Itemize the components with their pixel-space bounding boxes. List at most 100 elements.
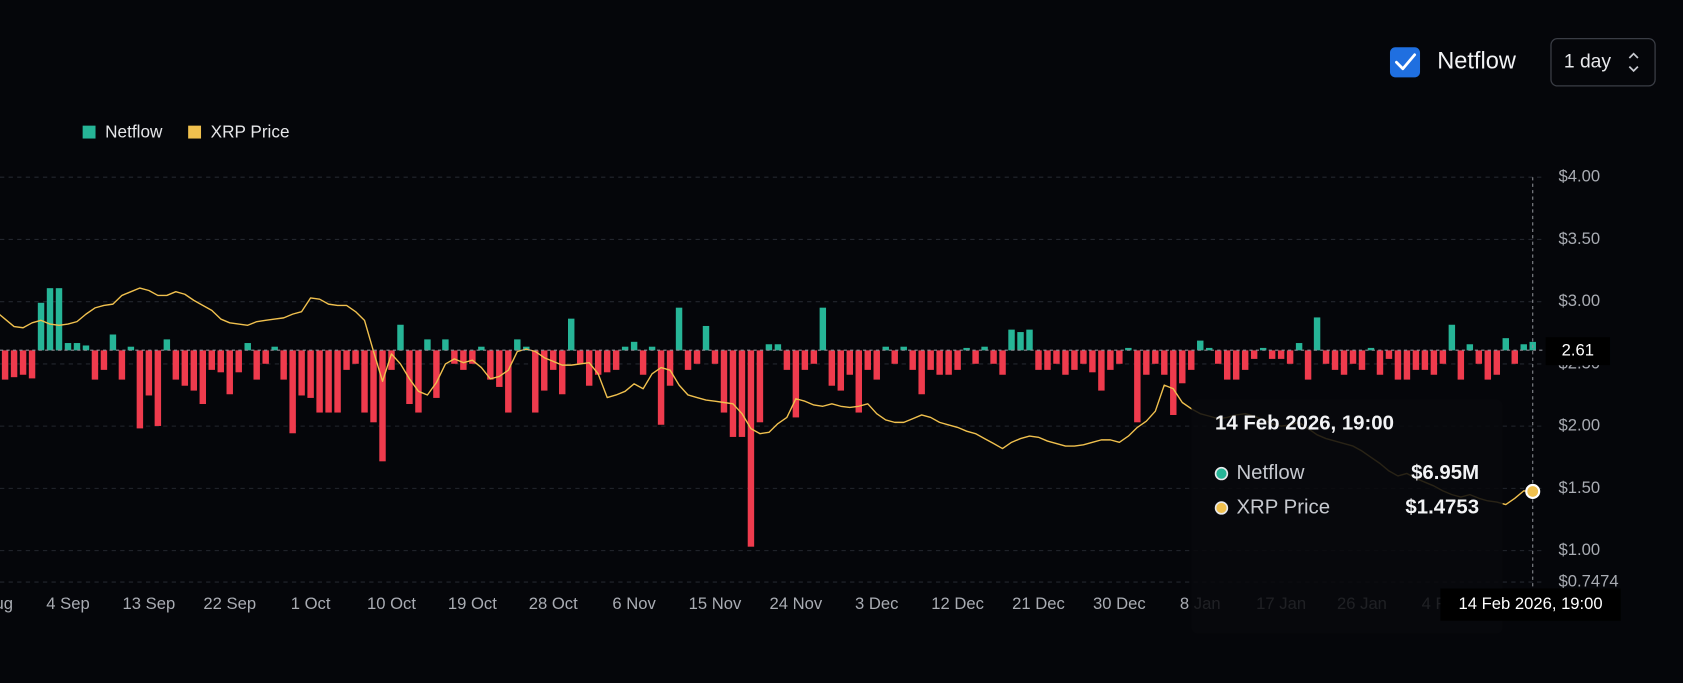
crosshair-x-label: 14 Feb 2026, 19:00 — [1459, 594, 1603, 613]
crosshair-y-label-box — [1545, 337, 1611, 366]
netflow-bar — [460, 350, 467, 370]
netflow-bar — [711, 350, 719, 364]
netflow-bar — [765, 344, 773, 351]
netflow-bar — [1232, 350, 1240, 380]
netflow-bar — [837, 350, 845, 391]
netflow-bar — [253, 350, 260, 380]
netflow-bar — [424, 339, 431, 351]
netflow-bar — [1017, 332, 1024, 351]
netflow-bar — [873, 350, 880, 380]
netflow-bar — [397, 324, 404, 351]
netflow-bar — [235, 350, 242, 373]
netflow-bar — [127, 346, 135, 351]
interval-select[interactable]: 1 day — [1550, 38, 1656, 87]
netflow-bar — [846, 350, 854, 375]
netflow-bar — [900, 346, 907, 351]
netflow-bar — [576, 350, 584, 364]
netflow-bar — [1107, 350, 1114, 370]
netflow-bar — [118, 350, 126, 380]
netflow-bar — [792, 350, 800, 418]
netflow-bar — [1035, 350, 1042, 370]
netflow-bar — [1403, 350, 1411, 380]
netflow-bar — [226, 350, 233, 395]
netflow-bar — [163, 339, 171, 351]
netflow-bar — [621, 346, 629, 351]
netflow-bar — [487, 350, 494, 380]
netflow-bar — [262, 350, 269, 364]
netflow-bar — [936, 350, 943, 375]
netflow-bar — [100, 350, 108, 370]
netflow-bar — [567, 318, 575, 351]
netflow-bar — [208, 350, 215, 370]
x-tick-label: 12 Dec — [931, 594, 984, 613]
netflow-bar — [1484, 350, 1492, 380]
netflow-bar — [1089, 350, 1096, 373]
netflow-bar — [82, 345, 90, 351]
netflow-bar — [1188, 350, 1195, 370]
netflow-bar — [496, 350, 503, 387]
netflow-bar — [1367, 347, 1375, 351]
netflow-bar — [136, 350, 144, 429]
tooltip-value: $6.95M — [1411, 462, 1479, 484]
netflow-bar — [37, 302, 45, 351]
x-tick-label: 28 Oct — [529, 594, 578, 613]
netflow-bar — [28, 350, 36, 379]
tooltip-series-name: Netflow — [1236, 462, 1304, 484]
netflow-bar — [1376, 350, 1384, 375]
y-tick-label: $3.50 — [1558, 229, 1600, 248]
netflow-bar — [963, 347, 970, 351]
netflow-bar — [19, 350, 27, 375]
netflow-bar — [1214, 350, 1222, 364]
legend-swatch — [82, 125, 96, 139]
y-tick-label: $1.50 — [1558, 478, 1600, 497]
netflow-bar — [1026, 329, 1033, 351]
tooltip-dot — [1214, 466, 1229, 481]
netflow-bar — [370, 350, 377, 423]
netflow-bar — [738, 350, 746, 437]
netflow-bar — [244, 343, 251, 351]
netflow-bar — [747, 350, 755, 547]
netflow-bar — [675, 307, 683, 351]
netflow-bar — [1143, 350, 1150, 375]
netflow-bar — [1116, 350, 1123, 364]
netflow-bar — [451, 350, 458, 364]
tooltip — [1191, 399, 1503, 634]
netflow-bar — [1340, 350, 1348, 375]
netflow-bar — [343, 350, 350, 370]
netflow-bar — [1448, 324, 1456, 351]
netflow-bar — [666, 350, 674, 386]
netflow-bar — [1511, 350, 1518, 364]
netflow-bar — [91, 350, 99, 380]
tooltip-dot — [1214, 501, 1229, 515]
checkbox[interactable] — [1389, 47, 1421, 78]
y-tick-label: $2.00 — [1558, 416, 1600, 435]
netflow-bar — [55, 288, 63, 351]
y-tick-label: $0.7474 — [1558, 571, 1618, 590]
netflow-bar — [406, 350, 413, 405]
netflow-bar — [1421, 350, 1429, 370]
netflow-bar — [990, 350, 997, 364]
netflow-bar — [1358, 350, 1366, 370]
netflow-bar — [1152, 350, 1159, 364]
netflow-bar — [10, 350, 18, 378]
netflow-toggle[interactable]: Netflow — [1389, 47, 1517, 78]
netflow-bar — [927, 350, 934, 370]
netflow-bar — [1098, 350, 1105, 391]
netflow-bar — [514, 339, 521, 351]
select-label[interactable]: 1 day — [1564, 51, 1612, 72]
netflow-bar — [388, 350, 395, 370]
select-box[interactable] — [1550, 38, 1656, 87]
netflow-bar — [828, 350, 836, 386]
netflow-bar — [612, 350, 620, 370]
tooltip-series-name: XRP Price — [1236, 496, 1330, 518]
x-tick-label: 10 Oct — [367, 594, 416, 613]
netflow-bar — [1241, 350, 1249, 370]
netflow-bar — [541, 350, 548, 391]
netflow-bar — [73, 343, 81, 351]
toggle-label[interactable]: Netflow — [1437, 49, 1517, 75]
netflow-bar — [154, 350, 162, 426]
x-tick-label: 22 Sep — [203, 594, 256, 613]
netflow-bar — [298, 350, 305, 396]
netflow-bar — [379, 350, 386, 462]
